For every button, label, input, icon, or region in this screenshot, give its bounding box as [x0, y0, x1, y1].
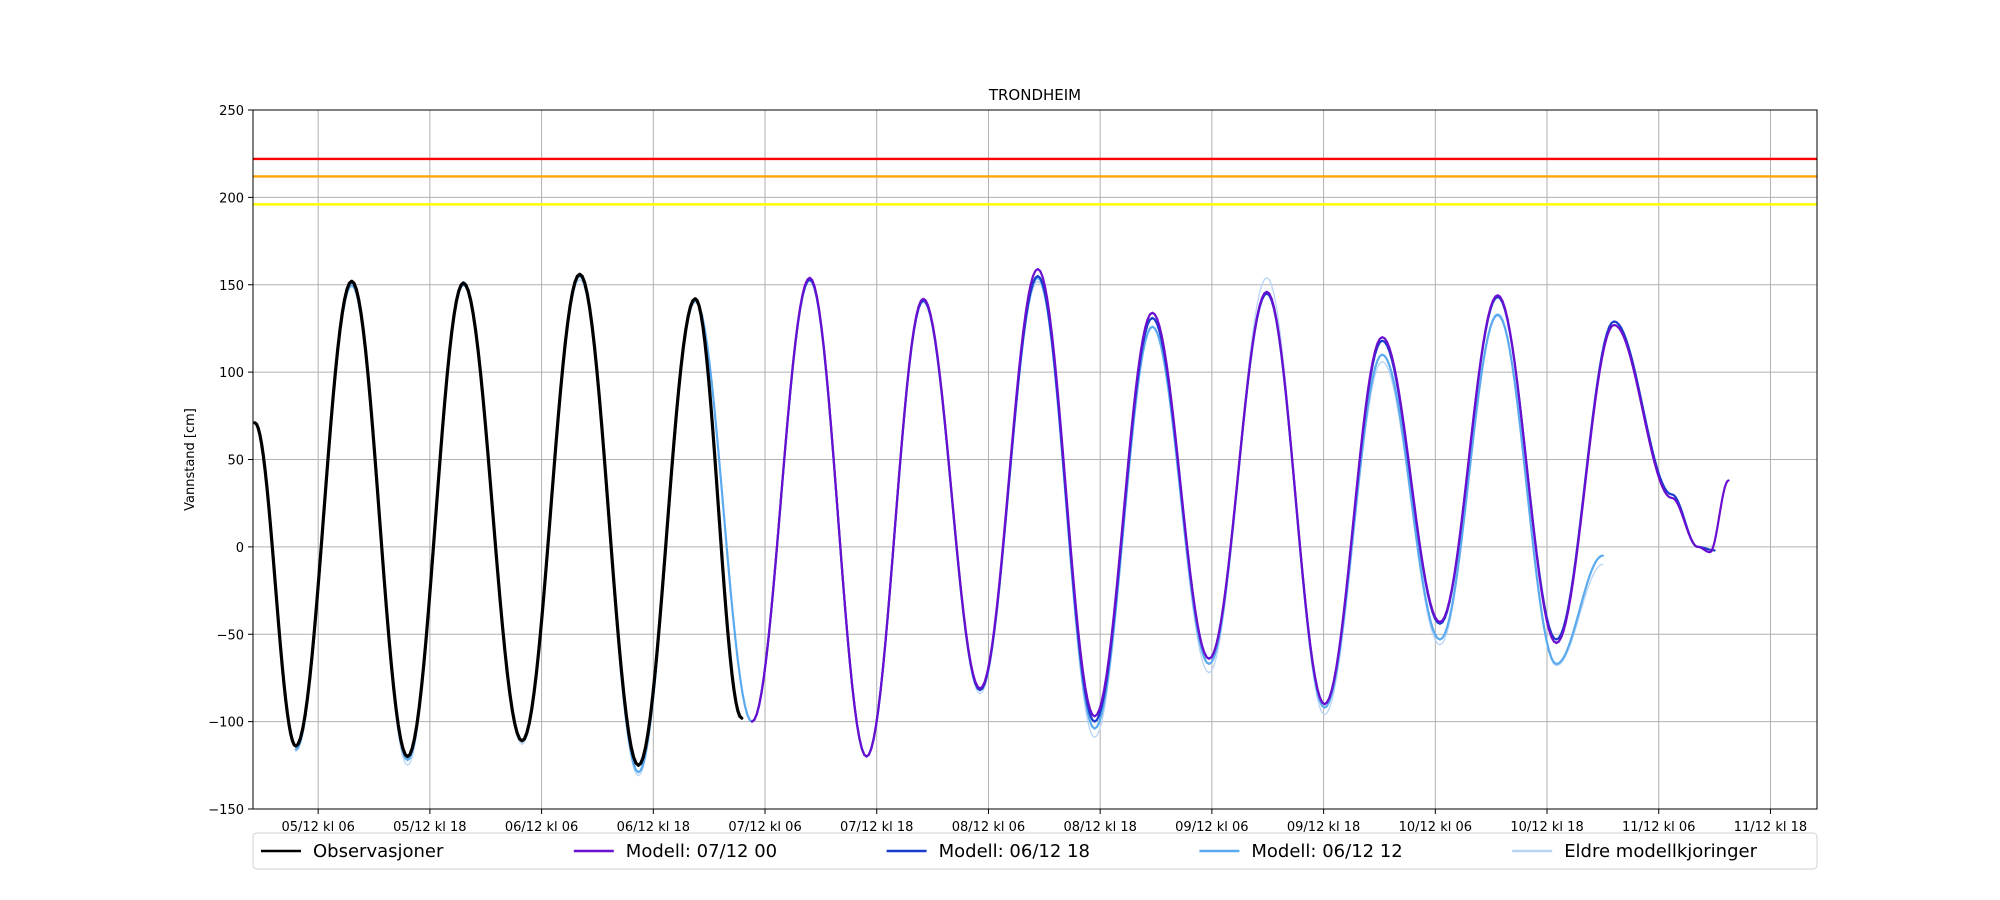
legend-label-eldre-modellkjoringer: Eldre modellkjoringer [1564, 841, 1757, 862]
x-tick-label: 08/12 kl 06 [952, 820, 1025, 835]
series-line-eldre-modellkjoringer [295, 277, 1604, 777]
legend-box [252, 832, 1818, 870]
threshold-lines [253, 157, 1817, 206]
series-line-modell-06-12-18 [750, 274, 1716, 758]
y-tick-label: −150 [208, 803, 244, 818]
x-tick-label: 05/12 kl 18 [393, 820, 466, 835]
x-tick-label: 09/12 kl 18 [1287, 820, 1360, 835]
series-line-modell-07-12-00 [750, 267, 1730, 758]
x-tick-label: 10/12 kl 18 [1510, 820, 1583, 835]
y-tick-label: 250 [219, 104, 244, 119]
x-tick-label: 08/12 kl 18 [1063, 820, 1136, 835]
y-tick-label: 0 [236, 541, 244, 556]
x-tick-label: 07/12 kl 06 [728, 820, 801, 835]
y-tick-label: 150 [219, 279, 244, 294]
series-line-observasjoner [253, 272, 744, 767]
legend-label-modell-06-12-12: Modell: 06/12 12 [1251, 841, 1402, 862]
x-axis-ticks: 05/12 kl 06 05/12 kl 18 06/12 kl 06 06/12 k… [281, 809, 1807, 835]
legend-label-modell-07-12-00: Modell: 07/12 00 [626, 841, 777, 862]
x-tick-label: 11/12 kl 06 [1622, 820, 1695, 835]
x-tick-label: 06/12 kl 06 [505, 820, 578, 835]
series-lines [253, 267, 1730, 777]
chart-title: TRONDHEIM [988, 86, 1081, 104]
y-tick-label: 100 [219, 366, 244, 381]
series-line-modell-06-12-12 [294, 274, 1604, 774]
y-tick-label: 50 [227, 454, 244, 469]
x-tick-label: 05/12 kl 06 [281, 820, 354, 835]
y-axis-label: Vannstand [cm] [183, 408, 198, 511]
x-tick-label: 07/12 kl 18 [840, 820, 913, 835]
x-tick-label: 10/12 kl 06 [1399, 820, 1472, 835]
grid [253, 109, 1817, 810]
legend-label-modell-06-12-18: Modell: 06/12 18 [939, 841, 1090, 862]
x-tick-label: 09/12 kl 06 [1175, 820, 1248, 835]
legend: Observasjoner Modell: 07/12 00 Modell: 06/… [252, 832, 1818, 870]
x-tick-label: 11/12 kl 18 [1734, 820, 1807, 835]
y-tick-label: −100 [208, 716, 244, 731]
y-axis-ticks: −150 −100 −50 0 50 100 150 200 250 [208, 104, 253, 818]
y-tick-label: 200 [219, 191, 244, 206]
legend-label-observasjoner: Observasjoner [313, 841, 444, 862]
y-tick-label: −50 [217, 628, 244, 643]
x-tick-label: 06/12 kl 18 [617, 820, 690, 835]
